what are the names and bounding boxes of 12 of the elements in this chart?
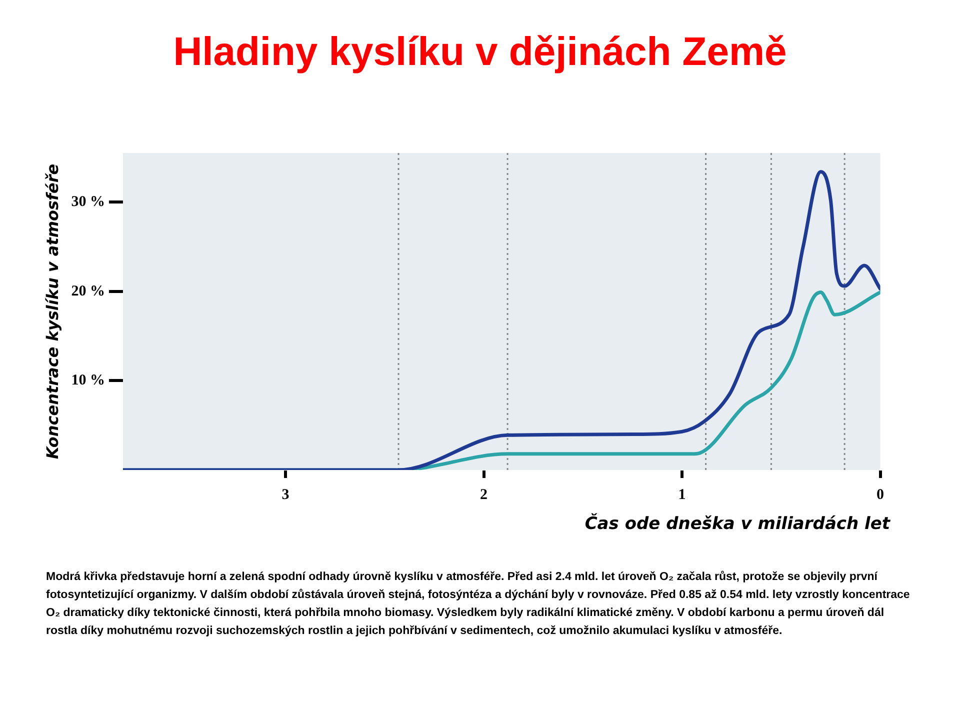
line-series	[122, 170, 880, 470]
text: Modrá křivka představuje horní a zelená spodní odhady úrovně kyslíku v atmosféře. Před asi 2.4 mld. let úroveň O₂ začala růst, protože se objevily první fotosyntetizující organizmy. V dalším období zůstávala úroveň stejná, fotosýntéza a dýchání byly v rovnováze. Před 0.85 až 0.54 mld. lety vzrostly koncentrace O₂ dramaticky díky tektonické činnosti, která pohřbila mnoho biomasy. Výsledkem byly radikální klimatické změny. V období karbonu a permu úroveň dál rostla díky mohutnému rozvoji suchozemských rostlin a jejich pohřbívání v sedimentech, což umožnilo akumulaci kyslíku v atmosféře.	[46, 570, 911, 639]
x-tick-label: 3	[282, 486, 290, 503]
x-axis-title: Čas ode dneška v miliardách let	[584, 514, 890, 534]
y-tick-label: 20 %	[71, 283, 105, 300]
x-tick-label: 2	[480, 486, 488, 503]
y-tick-label: 10 %	[71, 372, 105, 389]
x-tick-label: 0	[876, 486, 884, 503]
x-tick-label: 1	[678, 486, 686, 503]
y-axis-title: Koncentrace kyslíku v atmosféře	[42, 164, 62, 460]
chart-title: Hladiny kyslíku v dějinách Země	[172, 30, 788, 75]
y-tick-label: 30 %	[71, 194, 105, 210]
